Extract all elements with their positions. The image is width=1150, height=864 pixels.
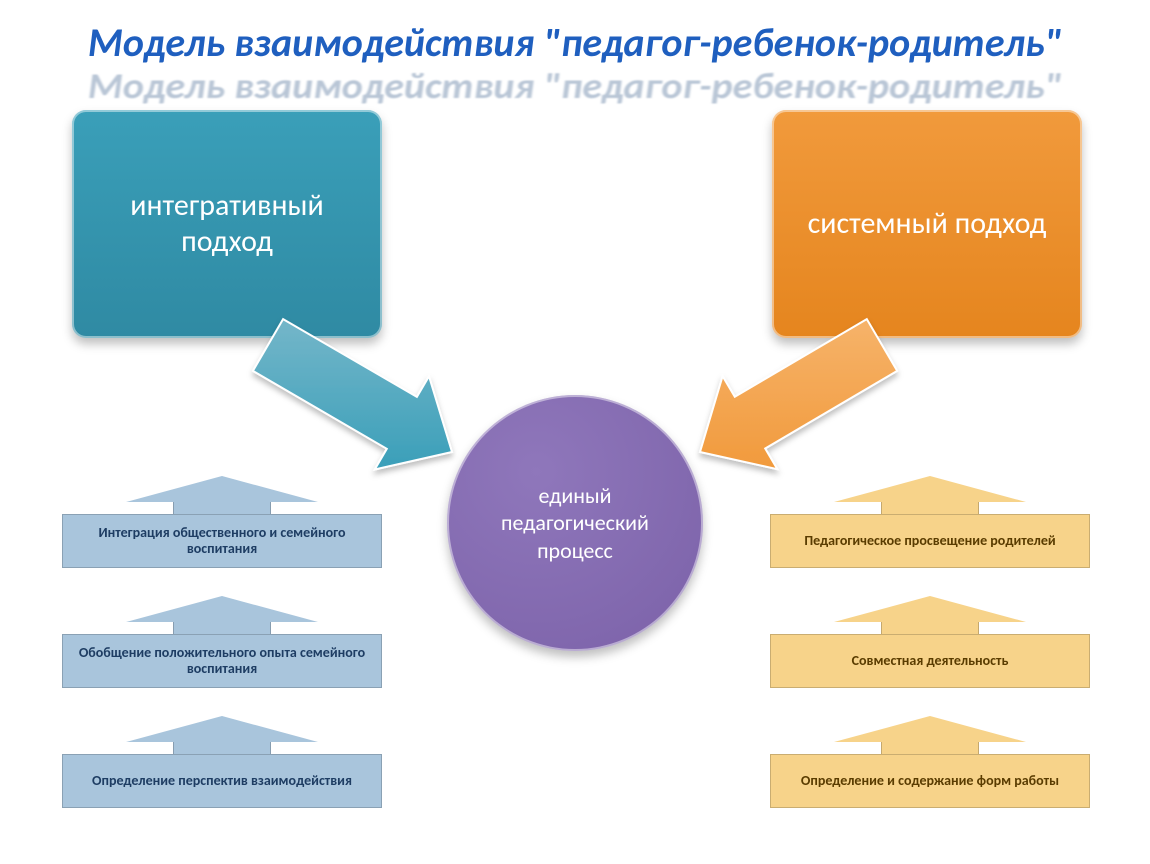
circle-unified-process: единый педагогический процесс [447,395,703,651]
up-arrow-stem [881,742,979,754]
right-list-item: Педагогическое просвещение родителей [770,476,1090,568]
left-list-label: Интеграция общественного и семейного вос… [62,514,382,568]
up-arrow-stem [173,742,271,754]
up-arrow-head-icon [126,596,318,622]
right-list-label: Определение и содержание форм работы [770,754,1090,808]
up-arrow-stem [173,622,271,634]
left-list-item: Определение перспектив взаимодействия [62,716,382,808]
right-list-label: Педагогическое просвещение родителей [770,514,1090,568]
left-list-item: Интеграция общественного и семейного вос… [62,476,382,568]
up-arrow-head-icon [126,476,318,502]
circle-label: единый педагогический процесс [463,482,687,565]
title-text: Модель взаимодействия "педагог-ребенок-р… [88,18,1062,67]
left-list-item: Обобщение положительного опыта семейного… [62,596,382,688]
left-list-label: Обобщение положительного опыта семейного… [62,634,382,688]
up-arrow-stem [173,502,271,514]
up-arrow-head-icon [834,596,1026,622]
up-arrow-stem [881,502,979,514]
diagram-title: Модель взаимодействия "педагог-ребенок-р… [0,18,1150,67]
up-arrow-head-icon [834,476,1026,502]
title-shadow: Модель взаимодействия "педагог-ребенок-р… [0,64,1150,108]
up-arrow-head-icon [126,716,318,742]
left-list-label: Определение перспектив взаимодействия [62,754,382,808]
diagram-canvas: Модель взаимодействия "педагог-ребенок-р… [0,0,1150,864]
title-shadow-text: Модель взаимодействия "педагог-ребенок-р… [88,64,1062,108]
right-list-label: Совместная деятельность [770,634,1090,688]
right-list-item: Определение и содержание форм работы [770,716,1090,808]
up-arrow-head-icon [834,716,1026,742]
right-list-item: Совместная деятельность [770,596,1090,688]
up-arrow-stem [881,622,979,634]
